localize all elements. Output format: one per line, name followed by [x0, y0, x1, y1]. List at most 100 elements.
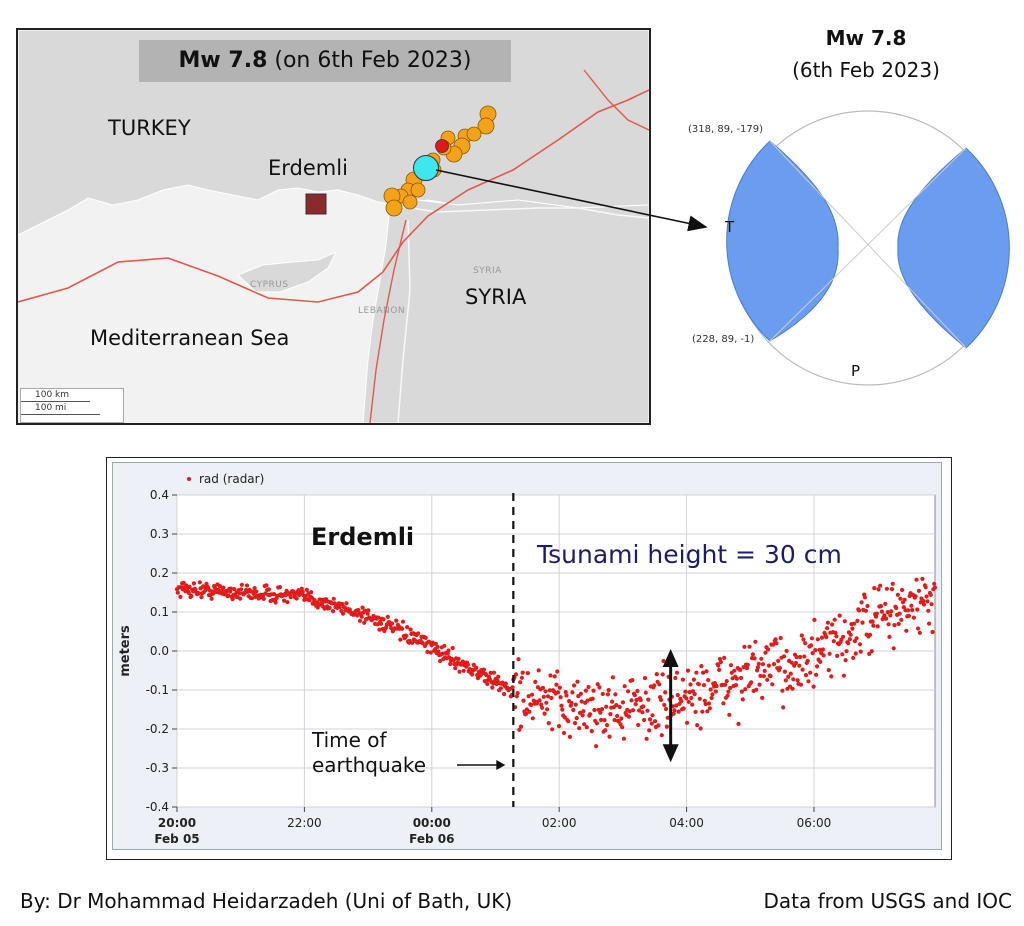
data-point [362, 608, 368, 613]
data-point [637, 708, 642, 713]
data-point [865, 603, 870, 609]
data-point [594, 744, 599, 749]
data-point [782, 669, 788, 674]
data-point [543, 689, 548, 694]
data-point [756, 661, 761, 666]
data-point [789, 660, 794, 665]
data-point [456, 656, 461, 661]
data-point [356, 608, 361, 613]
data-point [614, 703, 619, 708]
data-point [394, 618, 399, 623]
data-point [692, 692, 697, 697]
data-point [496, 674, 501, 679]
data-point [743, 687, 748, 692]
data-point [745, 662, 750, 667]
data-point [846, 641, 851, 646]
data-point [488, 670, 493, 675]
data-point [928, 592, 933, 597]
data-point [555, 669, 560, 674]
data-point [817, 647, 822, 652]
data-point [549, 695, 554, 701]
data-point [793, 660, 799, 666]
data-point [643, 690, 648, 695]
data-point [635, 688, 640, 694]
y-tick-label: 0.1 [150, 605, 169, 619]
eq-label-arrowhead [496, 760, 506, 770]
data-point [824, 635, 829, 640]
data-point [312, 597, 317, 603]
data-point [633, 702, 638, 707]
data-point [590, 696, 595, 701]
data-point [536, 668, 541, 673]
data-point [704, 669, 709, 674]
data-point [884, 616, 889, 621]
data-point [780, 688, 785, 693]
data-point [619, 716, 624, 721]
scale-km: 100 km [21, 389, 90, 402]
data-point [887, 634, 892, 639]
beachball-title: Mw 7.8 [825, 26, 907, 50]
data-point [834, 634, 839, 639]
data-point [653, 719, 658, 724]
data-point [365, 611, 370, 616]
data-point [813, 648, 818, 653]
data-point [578, 691, 583, 696]
data-point [837, 613, 842, 618]
data-point [620, 700, 626, 705]
data-point [818, 659, 823, 664]
data-point [540, 685, 545, 690]
data-point [572, 721, 578, 726]
data-point [826, 668, 831, 673]
data-point [520, 670, 525, 675]
data-point [542, 711, 547, 716]
data-point [408, 627, 413, 632]
data-point [610, 699, 615, 704]
data-point [237, 591, 242, 596]
data-point [650, 713, 655, 718]
data-point [660, 672, 665, 677]
data-point [636, 722, 641, 728]
data-point [425, 649, 430, 654]
mainshock-marker [413, 155, 439, 181]
fault-line [369, 219, 407, 423]
label-mediterranean-sea: Mediterranean Sea [90, 326, 290, 350]
data-point [344, 601, 349, 606]
data-point [879, 609, 885, 614]
data-point [629, 698, 634, 703]
data-point [612, 717, 617, 723]
data-point [675, 693, 680, 698]
label-cyprus-small: CYPRUS [250, 280, 289, 290]
data-point [876, 587, 881, 592]
data-point [749, 680, 754, 685]
data-point [644, 736, 649, 741]
data-point [561, 730, 567, 736]
data-point [724, 679, 729, 684]
data-point [519, 675, 524, 680]
data-point [309, 590, 314, 595]
x-tick-label: 04:00 [669, 816, 704, 830]
data-point [753, 639, 758, 644]
data-point [640, 710, 645, 715]
data-point [661, 658, 666, 664]
data-point [607, 734, 612, 739]
data-point [615, 713, 620, 719]
data-point [758, 673, 763, 678]
data-point [385, 614, 390, 619]
data-point [736, 721, 741, 726]
data-point [435, 644, 440, 649]
data-point [613, 692, 618, 697]
data-point [812, 617, 817, 622]
data-point [634, 697, 639, 703]
data-point [545, 707, 550, 712]
data-point [690, 702, 695, 707]
data-point [882, 613, 887, 618]
data-point [706, 701, 712, 706]
data-point [930, 629, 935, 635]
data-point [600, 691, 605, 697]
data-point [889, 609, 894, 614]
data-point [888, 613, 893, 618]
data-point [485, 681, 490, 687]
data-point [515, 691, 520, 696]
data-point [857, 608, 862, 613]
data-point [854, 636, 859, 641]
